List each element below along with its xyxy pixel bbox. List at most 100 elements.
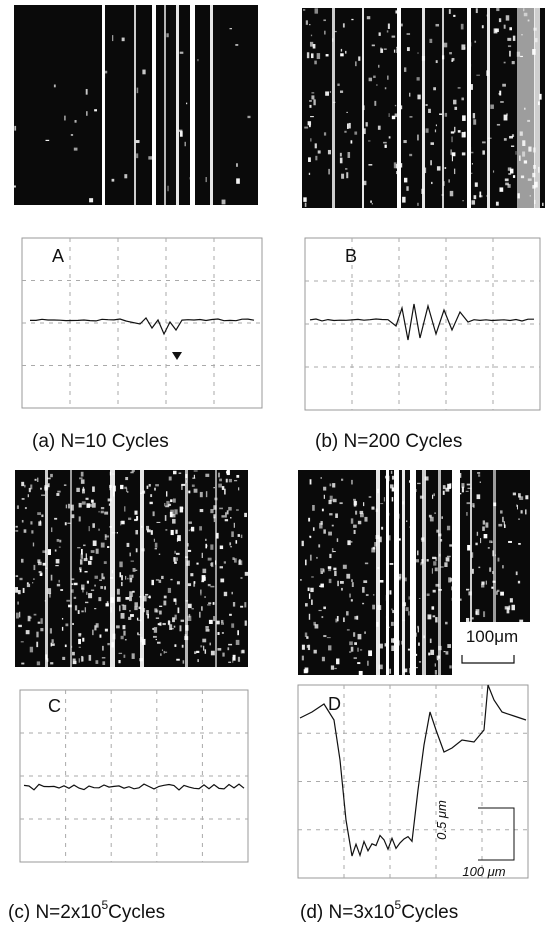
speckle <box>45 567 48 569</box>
speckle <box>429 638 432 644</box>
speckle <box>80 479 85 484</box>
speckle <box>225 512 227 518</box>
speckle <box>500 101 504 103</box>
speckle <box>417 202 419 206</box>
speckle <box>188 614 191 618</box>
speckle <box>445 621 448 625</box>
speckle <box>40 487 42 490</box>
speckle <box>240 577 243 579</box>
speckle <box>28 487 31 493</box>
panel-label: D <box>328 694 341 714</box>
speckle <box>520 175 525 179</box>
speckle <box>124 639 127 641</box>
trace-marker <box>172 352 182 360</box>
speckle <box>368 77 373 82</box>
speckle <box>393 162 397 169</box>
speckle <box>196 562 199 565</box>
speckle <box>323 635 327 638</box>
speckle <box>370 200 372 203</box>
speckle <box>154 608 158 613</box>
speckle <box>386 475 390 482</box>
speckle <box>394 104 397 107</box>
speckle <box>517 580 521 584</box>
speckle <box>116 625 120 629</box>
speckle <box>54 549 57 552</box>
speckle <box>511 61 515 65</box>
speckle <box>386 30 389 33</box>
speckle <box>311 92 315 94</box>
speckle <box>417 482 421 485</box>
caption-tail: Cycles <box>108 902 165 923</box>
speckle <box>312 44 316 49</box>
speckle <box>175 529 178 534</box>
speckle <box>375 508 378 512</box>
speckle <box>309 554 312 561</box>
speckle <box>71 578 75 581</box>
speckle <box>64 115 66 121</box>
speckle <box>47 588 52 595</box>
speckle <box>124 174 128 179</box>
speckle <box>337 580 339 587</box>
speckle <box>106 601 109 605</box>
speckle <box>481 581 485 585</box>
speckle <box>349 651 352 653</box>
scratch <box>422 470 426 675</box>
speckle <box>185 625 189 631</box>
speckle <box>154 487 156 491</box>
speckle <box>368 140 371 142</box>
speckle <box>421 537 425 542</box>
speckle <box>174 557 178 561</box>
speckle <box>177 535 181 542</box>
speckle <box>111 642 114 648</box>
speckle <box>507 45 512 48</box>
scratch <box>176 5 179 205</box>
speckle <box>37 512 42 516</box>
scratch <box>402 470 405 675</box>
speckle <box>384 643 388 647</box>
speckle <box>68 604 72 608</box>
speckle <box>313 649 317 654</box>
speckle <box>323 19 326 22</box>
speckle <box>132 574 134 578</box>
speckle <box>339 580 344 584</box>
speckle <box>305 559 307 566</box>
speckle <box>464 47 466 49</box>
scratch <box>517 8 535 208</box>
speckle <box>532 172 536 178</box>
speckle <box>137 633 141 636</box>
speckle <box>70 134 74 136</box>
speckle <box>88 654 92 661</box>
speckle <box>438 533 442 537</box>
speckle <box>335 618 338 623</box>
speckle <box>174 550 176 554</box>
speckle <box>415 653 418 656</box>
speckle <box>365 122 368 127</box>
speckle <box>147 614 149 619</box>
speckle <box>431 568 434 574</box>
speckle <box>98 528 100 531</box>
speckle <box>188 521 192 524</box>
speckle <box>389 563 394 565</box>
speckle <box>500 591 504 596</box>
speckle <box>21 481 25 487</box>
speckle <box>95 623 99 628</box>
speckle <box>461 152 466 156</box>
speckle <box>72 660 77 665</box>
speckle <box>312 504 315 511</box>
speckle <box>305 20 308 25</box>
speckle <box>33 613 37 616</box>
speckle <box>240 605 244 608</box>
speckle <box>237 630 239 636</box>
speckle <box>336 615 339 622</box>
speckle <box>95 548 99 554</box>
speckle <box>155 617 160 619</box>
speckle <box>217 648 222 651</box>
speckle <box>406 186 409 191</box>
speckle <box>83 558 88 562</box>
speckle <box>221 199 226 205</box>
speckle <box>100 542 105 548</box>
speckle <box>188 490 191 494</box>
speckle <box>498 523 503 527</box>
speckle <box>421 559 424 564</box>
speckle <box>29 646 34 653</box>
